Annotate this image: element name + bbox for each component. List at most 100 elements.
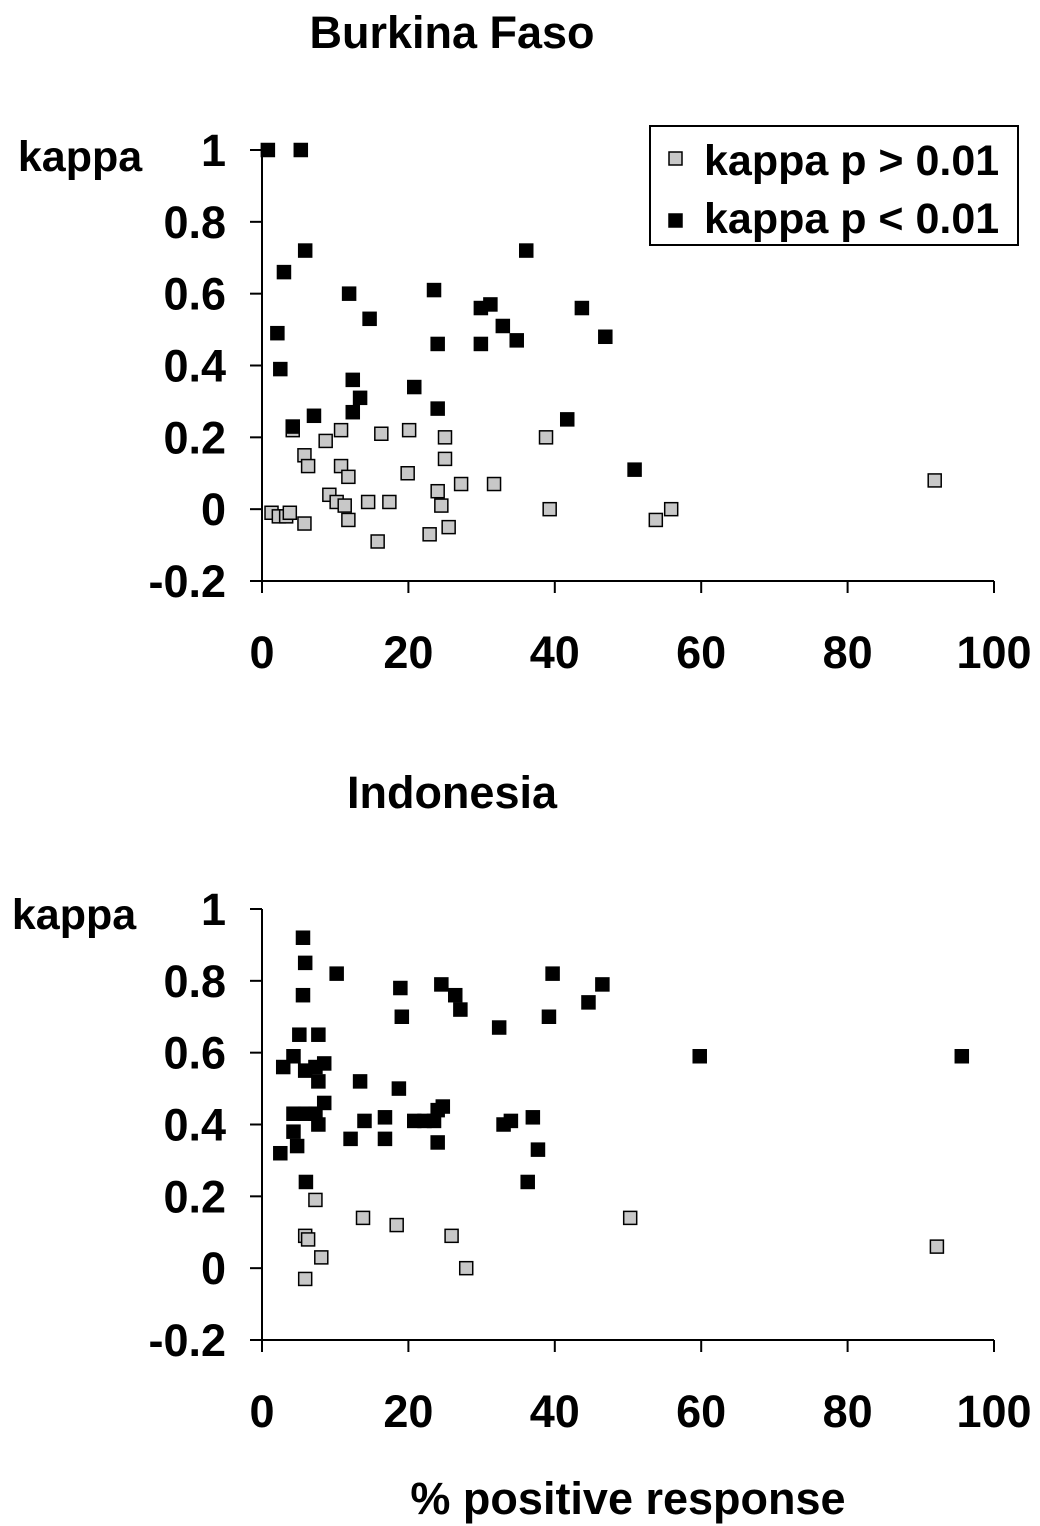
data-point-not-significant	[382, 494, 397, 510]
data-point-not-significant	[434, 498, 449, 513]
data-point-not-significant	[355, 1210, 371, 1226]
data-point-not-significant	[337, 498, 352, 513]
data-point-significant	[692, 1049, 707, 1064]
x-tick-label: 40	[530, 627, 580, 678]
x-tick-label: 20	[383, 627, 433, 678]
legend-marker-significant	[668, 213, 683, 228]
data-point-significant	[394, 1009, 410, 1024]
legend-marker-not-significant	[668, 151, 683, 166]
data-point-significant	[297, 955, 313, 971]
data-point-not-significant	[314, 1250, 329, 1265]
y-tick-label: 0.8	[163, 197, 226, 248]
y-tick-label: 0.6	[163, 269, 226, 320]
data-point-not-significant	[360, 494, 376, 510]
data-point-significant	[430, 401, 445, 416]
data-point-not-significant	[333, 458, 349, 474]
y-tick-label: 1	[201, 125, 226, 176]
data-point-significant	[343, 1131, 358, 1147]
data-points	[273, 930, 970, 1287]
data-point-not-significant	[318, 433, 333, 449]
data-point-significant	[298, 1174, 314, 1190]
x-tick-label: 100	[956, 627, 1031, 678]
y-tick-label: -0.2	[148, 556, 226, 607]
data-point-significant	[293, 142, 309, 158]
data-point-significant	[377, 1131, 393, 1147]
data-point-significant	[581, 995, 596, 1010]
data-point-significant	[295, 987, 311, 1003]
data-point-significant	[352, 1074, 368, 1089]
data-point-not-significant	[297, 516, 312, 531]
data-point-significant	[297, 243, 313, 258]
data-point-not-significant	[422, 527, 437, 542]
data-point-significant	[275, 1059, 291, 1075]
data-point-not-significant	[444, 1228, 459, 1244]
data-point-not-significant	[437, 430, 453, 445]
data-point-significant	[541, 1009, 557, 1024]
data-point-not-significant	[927, 473, 942, 488]
x-tick-labels: 0 20 40 60 80 100	[249, 627, 1031, 678]
data-point-significant	[345, 404, 361, 420]
y-axis-label: kappa	[12, 891, 137, 939]
data-point-significant	[525, 1110, 541, 1125]
data-point-significant	[519, 243, 534, 258]
data-point-significant	[311, 1027, 326, 1042]
data-point-not-significant	[486, 476, 502, 492]
data-point-significant	[286, 1124, 301, 1139]
data-point-significant	[545, 966, 560, 981]
y-tick-label: 0.2	[163, 412, 226, 463]
data-point-not-significant	[648, 512, 664, 528]
data-point-significant	[270, 325, 285, 341]
chart-panel-burkina-faso: Burkina Faso kappa -0.2 0 0.2 0.4 0.6 0.8 1 0 2…	[18, 7, 1032, 678]
y-axis-label: kappa	[18, 133, 143, 181]
data-point-significant	[341, 286, 357, 301]
data-point-significant	[311, 1074, 326, 1089]
data-point-significant	[276, 264, 292, 280]
data-point-significant	[286, 1049, 301, 1064]
data-point-significant	[503, 1113, 519, 1129]
data-point-not-significant	[458, 1260, 474, 1276]
data-point-not-significant	[308, 1192, 323, 1208]
x-tick-label: 80	[823, 627, 873, 678]
data-point-not-significant	[389, 1217, 404, 1233]
x-tick-label: 0	[249, 627, 274, 678]
data-point-not-significant	[341, 512, 356, 528]
y-tick-label: 0.4	[163, 1100, 226, 1151]
data-point-not-significant	[341, 469, 356, 485]
data-point-not-significant	[374, 426, 389, 441]
data-point-significant	[260, 142, 276, 158]
data-point-significant	[954, 1049, 970, 1064]
data-point-significant	[509, 333, 524, 348]
data-point-significant	[595, 977, 610, 992]
data-point-significant	[316, 1095, 332, 1111]
data-point-significant	[357, 1113, 372, 1129]
chart-panel-indonesia: Indonesia kappa -0.2 0 0.2 0.4 0.6 0.8 1 0 20 40…	[12, 767, 1032, 1524]
data-point-significant	[627, 462, 642, 477]
y-tick-label: 0	[201, 1243, 226, 1294]
data-point-significant	[292, 1027, 307, 1042]
legend-label-not-significant: kappa p > 0.01	[704, 137, 999, 185]
x-axis-label: % positive response	[410, 1473, 845, 1524]
data-point-significant	[295, 930, 311, 945]
data-point-not-significant	[370, 534, 385, 549]
data-point-significant	[316, 1056, 332, 1071]
data-point-significant	[559, 412, 575, 427]
data-point-significant	[434, 977, 449, 992]
data-point-significant	[435, 1099, 451, 1114]
y-tick-label: 0.8	[163, 956, 226, 1007]
data-point-significant	[391, 1081, 407, 1096]
data-point-significant	[285, 419, 300, 434]
y-tick-label: 1	[201, 884, 226, 935]
data-point-significant	[407, 379, 422, 395]
data-point-not-significant	[401, 422, 417, 438]
data-point-significant	[447, 987, 463, 1003]
x-tick-label: 80	[823, 1386, 873, 1437]
data-point-significant	[329, 966, 344, 981]
chart-title: Indonesia	[347, 767, 558, 818]
data-point-not-significant	[282, 505, 298, 521]
data-point-not-significant	[437, 451, 453, 467]
data-point-significant	[574, 300, 590, 316]
legend-box	[649, 125, 1019, 246]
data-point-not-significant	[542, 501, 557, 517]
data-point-not-significant	[663, 501, 679, 517]
